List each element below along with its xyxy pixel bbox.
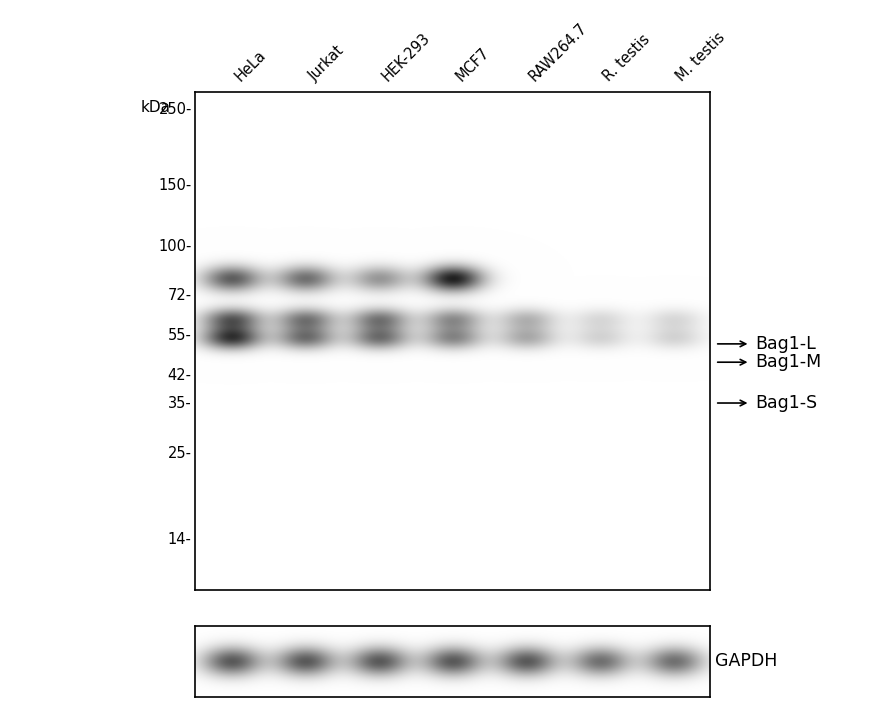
Text: 72-: 72- (168, 288, 192, 303)
Text: 42-: 42- (168, 368, 192, 383)
Text: M. testis: M. testis (674, 29, 728, 84)
Text: MCF7: MCF7 (453, 45, 492, 84)
Text: kDa: kDa (140, 100, 170, 114)
Text: 55-: 55- (168, 328, 192, 343)
Text: 150-: 150- (159, 178, 192, 193)
Text: Bag1-S: Bag1-S (755, 394, 817, 412)
Text: 25-: 25- (168, 446, 192, 461)
Text: GAPDH: GAPDH (715, 652, 777, 670)
Text: 100-: 100- (158, 239, 192, 254)
Text: 250-: 250- (158, 102, 192, 117)
Text: Bag1-L: Bag1-L (755, 335, 815, 353)
Text: Jurkat: Jurkat (305, 43, 346, 84)
Text: Bag1-M: Bag1-M (755, 353, 821, 371)
Text: RAW264.7: RAW264.7 (527, 20, 591, 84)
Text: HEK-293: HEK-293 (379, 30, 433, 84)
Text: 35-: 35- (168, 395, 192, 410)
Text: HeLa: HeLa (232, 47, 269, 84)
Text: R. testis: R. testis (600, 31, 653, 84)
Text: 14-: 14- (168, 533, 192, 547)
